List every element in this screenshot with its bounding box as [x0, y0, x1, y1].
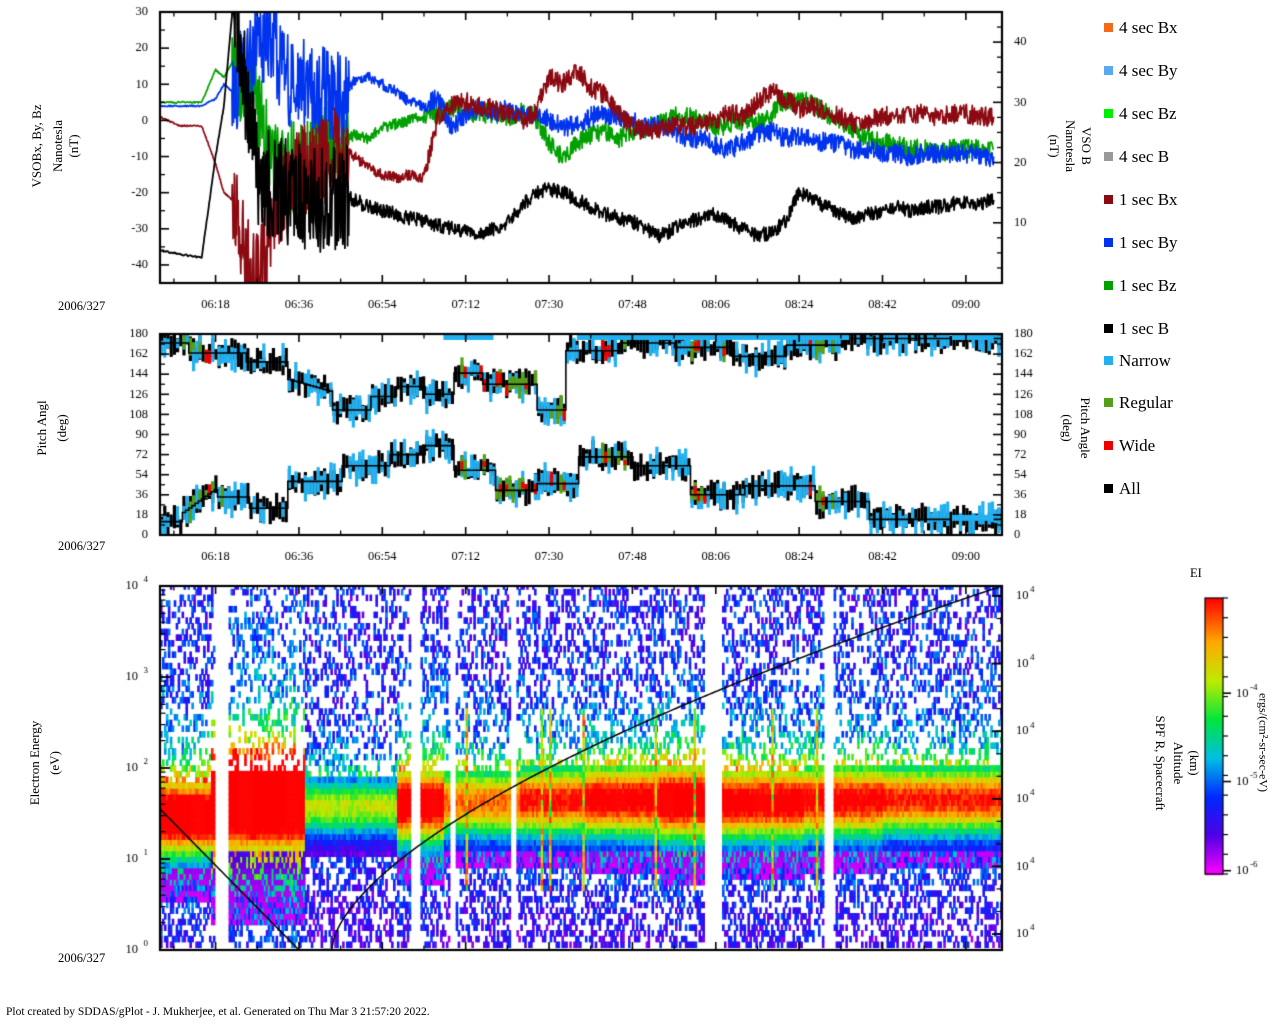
legend-item-wide[interactable]: Wide: [1104, 437, 1155, 454]
pitch-ylabel-left-units: (deg): [54, 353, 70, 503]
legend-label: 4 sec B: [1119, 147, 1170, 166]
magnetic-ylabel-left-nt: (nT): [66, 66, 82, 226]
spectrogram-ylabel-left: Electron Energy: [27, 683, 43, 843]
magnetic-ylabel-right-nt: (nT): [1046, 66, 1062, 226]
legend-label: Wide: [1119, 436, 1156, 455]
legend-label: 1 sec Bz: [1119, 276, 1177, 295]
pitch-ylabel-right-line1: Pitch Angle: [1078, 397, 1093, 459]
magnetic-ylabel-right-units: Nanotesla: [1062, 66, 1078, 226]
magnetic-ylabel-left-line2: Nanotesla: [50, 120, 65, 172]
magnetic-field-plot-canvas: [0, 0, 1080, 320]
legend-item-regular[interactable]: Regular: [1104, 394, 1173, 411]
legend-label: Regular: [1119, 393, 1173, 412]
legend-label: 1 sec By: [1119, 233, 1178, 252]
spectrogram-ylabel-left-line2: (eV): [47, 751, 62, 775]
magnetic-ylabel-left-line3: (nT): [66, 134, 81, 158]
colorbar-units-label: ergs/(cm²-sr-sec-eV): [1256, 648, 1271, 838]
legend-item-1-sec-bx[interactable]: 1 sec Bx: [1104, 191, 1178, 208]
legend-item-1-sec-b[interactable]: 1 sec B: [1104, 320, 1169, 337]
legend-label: 1 sec B: [1119, 319, 1170, 338]
magnetic-ylabel-right-line2: Nanotesla: [1063, 120, 1078, 172]
magnetic-ylabel-left-units: Nanotesla: [50, 66, 66, 226]
legend-swatch-icon: [1104, 66, 1113, 75]
panel-spectrogram: Electron Energy (eV) SPF R, Spacecraft A…: [0, 560, 1202, 960]
legend-swatch-icon: [1104, 109, 1113, 118]
magnetic-ylabel-right: VSO B: [1078, 66, 1094, 226]
magnetic-date-label: 2006/327: [58, 299, 106, 313]
legend-item-narrow[interactable]: Narrow: [1104, 352, 1171, 369]
legend-swatch-icon: [1104, 398, 1113, 407]
colorbar-group: EI: [1150, 566, 1280, 906]
legend-swatch-icon: [1104, 484, 1113, 493]
legend-label: 1 sec Bx: [1119, 190, 1178, 209]
legend-swatch-icon: [1104, 441, 1113, 450]
magnetic-ylabel-left-line1: VSOBx, By, Bz: [29, 104, 44, 188]
legend-label: 4 sec Bx: [1119, 18, 1178, 37]
legend-item-1-sec-by[interactable]: 1 sec By: [1104, 234, 1178, 251]
pitch-date-label: 2006/327: [58, 539, 106, 553]
legend-swatch-icon: [1104, 281, 1113, 290]
legend-swatch-icon: [1104, 324, 1113, 333]
footer-credit: Plot created by SDDAS/gPlot - J. Mukherj…: [6, 1006, 430, 1018]
legend-swatch-icon: [1104, 238, 1113, 247]
magnetic-ylabel-right-line3: (nT): [1047, 134, 1062, 158]
panel-pitch-angle: Pitch Angl (deg) Pitch Angle (deg): [0, 320, 1093, 560]
spectrogram-ylabel-left-units: (eV): [47, 683, 63, 843]
legend-item-all[interactable]: All: [1104, 480, 1141, 497]
colorbar-title: EI: [1190, 566, 1202, 580]
legend-swatch-icon: [1104, 356, 1113, 365]
legend-label: 4 sec By: [1119, 61, 1178, 80]
magnetic-ylabel-left: VSOBx, By, Bz: [29, 66, 45, 226]
pitch-angle-plot-canvas: [0, 320, 1080, 560]
colorbar-canvas: [1150, 566, 1280, 906]
pitch-ylabel-left-line1: Pitch Angl: [34, 400, 49, 456]
pitch-ylabel-right: Pitch Angle: [1077, 353, 1093, 503]
pitch-ylabel-left-line2: (deg): [54, 414, 69, 442]
spectrogram-plot-canvas: [0, 560, 1080, 960]
legend-item-4-sec-by[interactable]: 4 sec By: [1104, 62, 1178, 79]
pitch-ylabel-right-units: (deg): [1059, 353, 1075, 503]
legend-item-4-sec-bz[interactable]: 4 sec Bz: [1104, 105, 1177, 122]
legend-swatch-icon: [1104, 152, 1113, 161]
legend-swatch-icon: [1104, 195, 1113, 204]
panel-magnetic-field: VSOBx, By, Bz Nanotesla (nT) VSO B Nanot…: [0, 0, 1094, 320]
legend-label: 4 sec Bz: [1119, 104, 1177, 123]
legend-label: Narrow: [1119, 351, 1171, 370]
legend-item-1-sec-bz[interactable]: 1 sec Bz: [1104, 277, 1177, 294]
pitch-ylabel-left: Pitch Angl: [34, 353, 50, 503]
legend-swatch-icon: [1104, 23, 1113, 32]
colorbar-units-text: ergs/(cm²-sr-sec-eV): [1256, 692, 1271, 793]
spectrogram-date-label: 2006/327: [58, 951, 106, 965]
pitch-ylabel-right-line2: (deg): [1060, 414, 1075, 442]
legend-label: All: [1119, 479, 1141, 498]
legend-item-4-sec-bx[interactable]: 4 sec Bx: [1104, 19, 1178, 36]
legend: 4 sec Bx 4 sec By 4 sec Bz 4 sec B 1 sec Bx 1…: [1096, 0, 1280, 540]
legend-item-4-sec-b[interactable]: 4 sec B: [1104, 148, 1169, 165]
spectrogram-ylabel-left-line1: Electron Energy: [27, 720, 42, 806]
magnetic-ylabel-right-line1: VSO B: [1079, 127, 1094, 165]
